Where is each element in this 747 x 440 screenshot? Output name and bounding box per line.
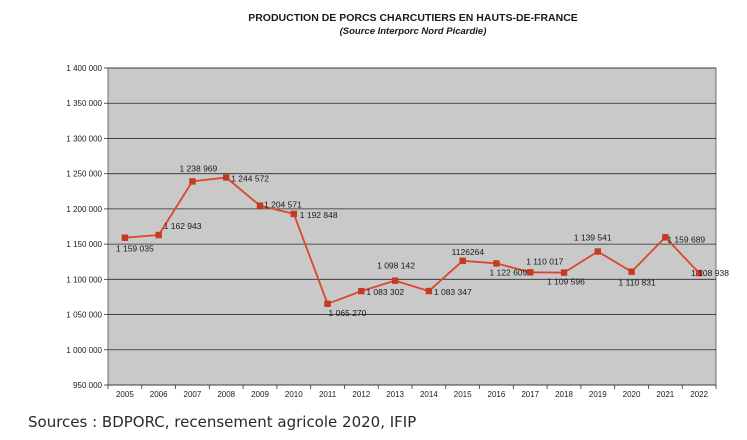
data-label: 1 204 571 [264, 200, 302, 210]
x-tick-label: 2012 [352, 390, 370, 399]
data-label: 1 159 035 [116, 244, 154, 254]
data-label: 1 098 142 [377, 261, 415, 271]
data-point [189, 178, 196, 185]
x-tick-label: 2009 [251, 390, 269, 399]
data-label: 1 238 969 [179, 163, 217, 173]
data-label: 1 083 302 [366, 287, 404, 297]
y-tick-label: 1 200 000 [66, 205, 102, 214]
y-tick-label: 1 150 000 [66, 240, 102, 249]
data-point [493, 260, 500, 267]
data-label: 1 109 596 [547, 277, 585, 287]
x-tick-label: 2021 [656, 390, 674, 399]
x-tick-label: 2005 [116, 390, 134, 399]
data-label: 1 159 689 [667, 234, 705, 244]
data-point [391, 277, 399, 284]
chart-title: PRODUCTION DE PORCS CHARCUTIERS EN HAUTS… [248, 12, 578, 24]
source-caption: Sources : BDPORC, recensement agricole 2… [28, 413, 417, 431]
x-tick-label: 2007 [184, 390, 202, 399]
series-production [121, 174, 703, 307]
data-label: 1 244 572 [231, 173, 269, 183]
data-label: 1 065 270 [329, 308, 367, 318]
x-tick-label: 2020 [623, 390, 641, 399]
x-tick-label: 2006 [150, 390, 168, 399]
data-point [290, 210, 297, 218]
x-tick-label: 2008 [217, 390, 235, 399]
data-point [594, 248, 601, 255]
y-tick-label: 1 050 000 [66, 311, 102, 320]
data-point [560, 269, 568, 276]
x-tick-label: 2014 [420, 390, 438, 399]
y-tick-label: 1 000 000 [66, 346, 102, 355]
data-point [695, 269, 703, 277]
x-tick-label: 2011 [319, 390, 337, 399]
x-tick-label: 2015 [454, 390, 472, 399]
plot-area [107, 67, 717, 386]
data-label: 1 083 347 [434, 287, 472, 297]
data-point [662, 234, 669, 241]
series-line [124, 176, 700, 305]
data-label: 1126264 [452, 247, 485, 257]
data-label: 1 110 831 [619, 278, 656, 288]
x-tick-label: 2018 [555, 390, 573, 399]
data-label: 1 108 938 [691, 268, 729, 278]
y-tick-label: 1 100 000 [66, 275, 102, 284]
data-label: 1 162 943 [164, 221, 202, 231]
y-tick-label: 950 000 [73, 381, 102, 390]
data-label: 1 192 848 [300, 210, 338, 220]
data-point [121, 234, 129, 241]
data-label: 1 139 541 [574, 232, 612, 242]
chart-subtitle: (Source Interporc Nord Picardie) [340, 26, 487, 37]
y-tick-label: 1 250 000 [66, 170, 102, 179]
y-tick-label: 1 300 000 [66, 134, 102, 143]
axes: 950 000 1 000 000 1 050 000 1 100 000 1 150 … [66, 64, 717, 399]
data-point [425, 287, 433, 295]
data-point [358, 287, 365, 295]
data-point [155, 231, 162, 239]
x-tick-label: 2013 [386, 390, 404, 399]
x-tick-label: 2017 [521, 390, 539, 399]
y-tick-label: 1 400 000 [66, 64, 102, 73]
data-labels: 1 159 035 1 162 943 1 238 969 1 244 572 1 20… [116, 163, 729, 317]
x-tick-label: 2019 [589, 390, 607, 399]
x-tick-label: 2016 [488, 390, 506, 399]
y-tick-label: 1 350 000 [66, 99, 102, 108]
data-label: 1 110 017 [526, 256, 563, 266]
data-point [527, 269, 534, 276]
data-point [324, 300, 331, 307]
data-point [628, 268, 635, 275]
data-label: 1 122 609 [489, 267, 527, 277]
data-point [223, 174, 230, 181]
x-tick-label: 2010 [285, 390, 303, 399]
data-point [459, 257, 466, 265]
x-tick-label: 2022 [690, 390, 708, 399]
data-point [256, 202, 264, 209]
